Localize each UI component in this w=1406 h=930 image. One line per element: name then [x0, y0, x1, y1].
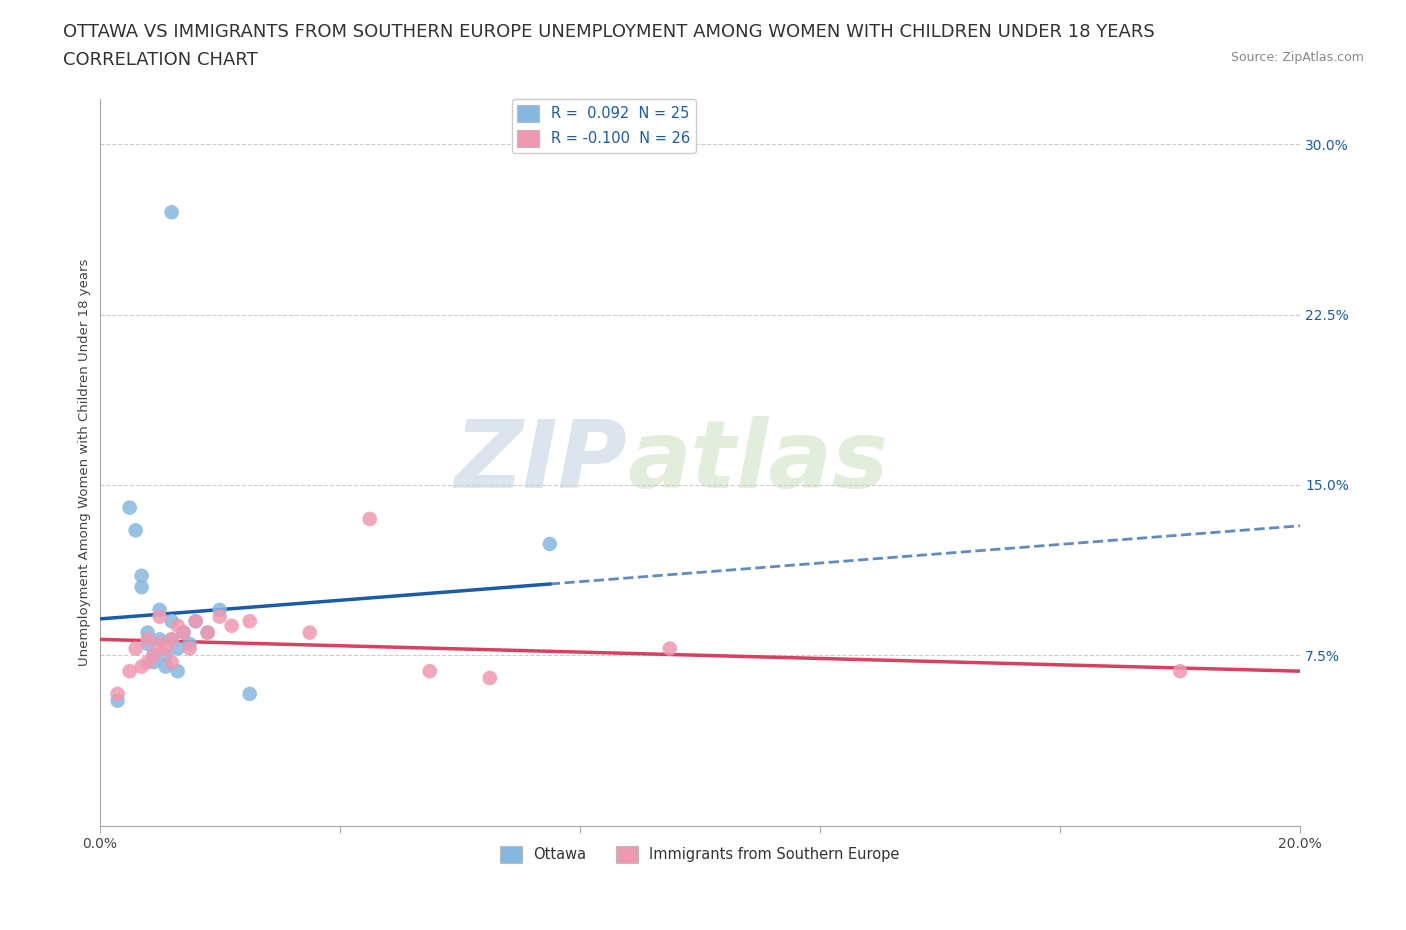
Point — [208, 603, 231, 618]
Point — [166, 618, 188, 633]
Point — [160, 632, 183, 647]
Point — [166, 664, 188, 679]
Point — [179, 636, 201, 651]
Point — [239, 686, 262, 701]
Point — [184, 614, 207, 629]
Point — [149, 609, 172, 624]
Point — [155, 648, 177, 663]
Point — [155, 659, 177, 674]
Point — [160, 205, 183, 219]
Point — [136, 632, 159, 647]
Point — [160, 655, 183, 670]
Point — [149, 603, 172, 618]
Point — [142, 655, 165, 670]
Point — [197, 625, 219, 640]
Point — [298, 625, 321, 640]
Point — [124, 523, 146, 538]
Point — [149, 636, 172, 651]
Point — [124, 641, 146, 656]
Point — [179, 641, 201, 656]
Point — [118, 664, 141, 679]
Text: Source: ZipAtlas.com: Source: ZipAtlas.com — [1230, 51, 1364, 64]
Point — [658, 641, 681, 656]
Point — [118, 500, 141, 515]
Point — [208, 609, 231, 624]
Y-axis label: Unemployment Among Women with Children Under 18 years: Unemployment Among Women with Children U… — [79, 259, 91, 666]
Point — [184, 614, 207, 629]
Point — [197, 625, 219, 640]
Point — [155, 641, 177, 656]
Point — [131, 568, 153, 583]
Point — [149, 632, 172, 647]
Text: CORRELATION CHART: CORRELATION CHART — [63, 51, 259, 69]
Point — [142, 648, 165, 663]
Point — [221, 618, 243, 633]
Point — [160, 614, 183, 629]
Point — [1168, 664, 1191, 679]
Point — [166, 641, 188, 656]
Point — [419, 664, 441, 679]
Point — [136, 655, 159, 670]
Point — [107, 686, 129, 701]
Text: OTTAWA VS IMMIGRANTS FROM SOUTHERN EUROPE UNEMPLOYMENT AMONG WOMEN WITH CHILDREN: OTTAWA VS IMMIGRANTS FROM SOUTHERN EUROP… — [63, 23, 1154, 41]
Point — [173, 625, 195, 640]
Legend: Ottawa, Immigrants from Southern Europe: Ottawa, Immigrants from Southern Europe — [494, 840, 905, 870]
Point — [136, 636, 159, 651]
Point — [478, 671, 501, 685]
Point — [136, 625, 159, 640]
Point — [538, 537, 561, 551]
Point — [131, 579, 153, 594]
Point — [173, 625, 195, 640]
Point — [239, 614, 262, 629]
Point — [142, 648, 165, 663]
Point — [160, 632, 183, 647]
Point — [131, 659, 153, 674]
Point — [359, 512, 381, 526]
Point — [107, 693, 129, 708]
Text: ZIP: ZIP — [456, 417, 628, 508]
Text: atlas: atlas — [628, 417, 889, 508]
